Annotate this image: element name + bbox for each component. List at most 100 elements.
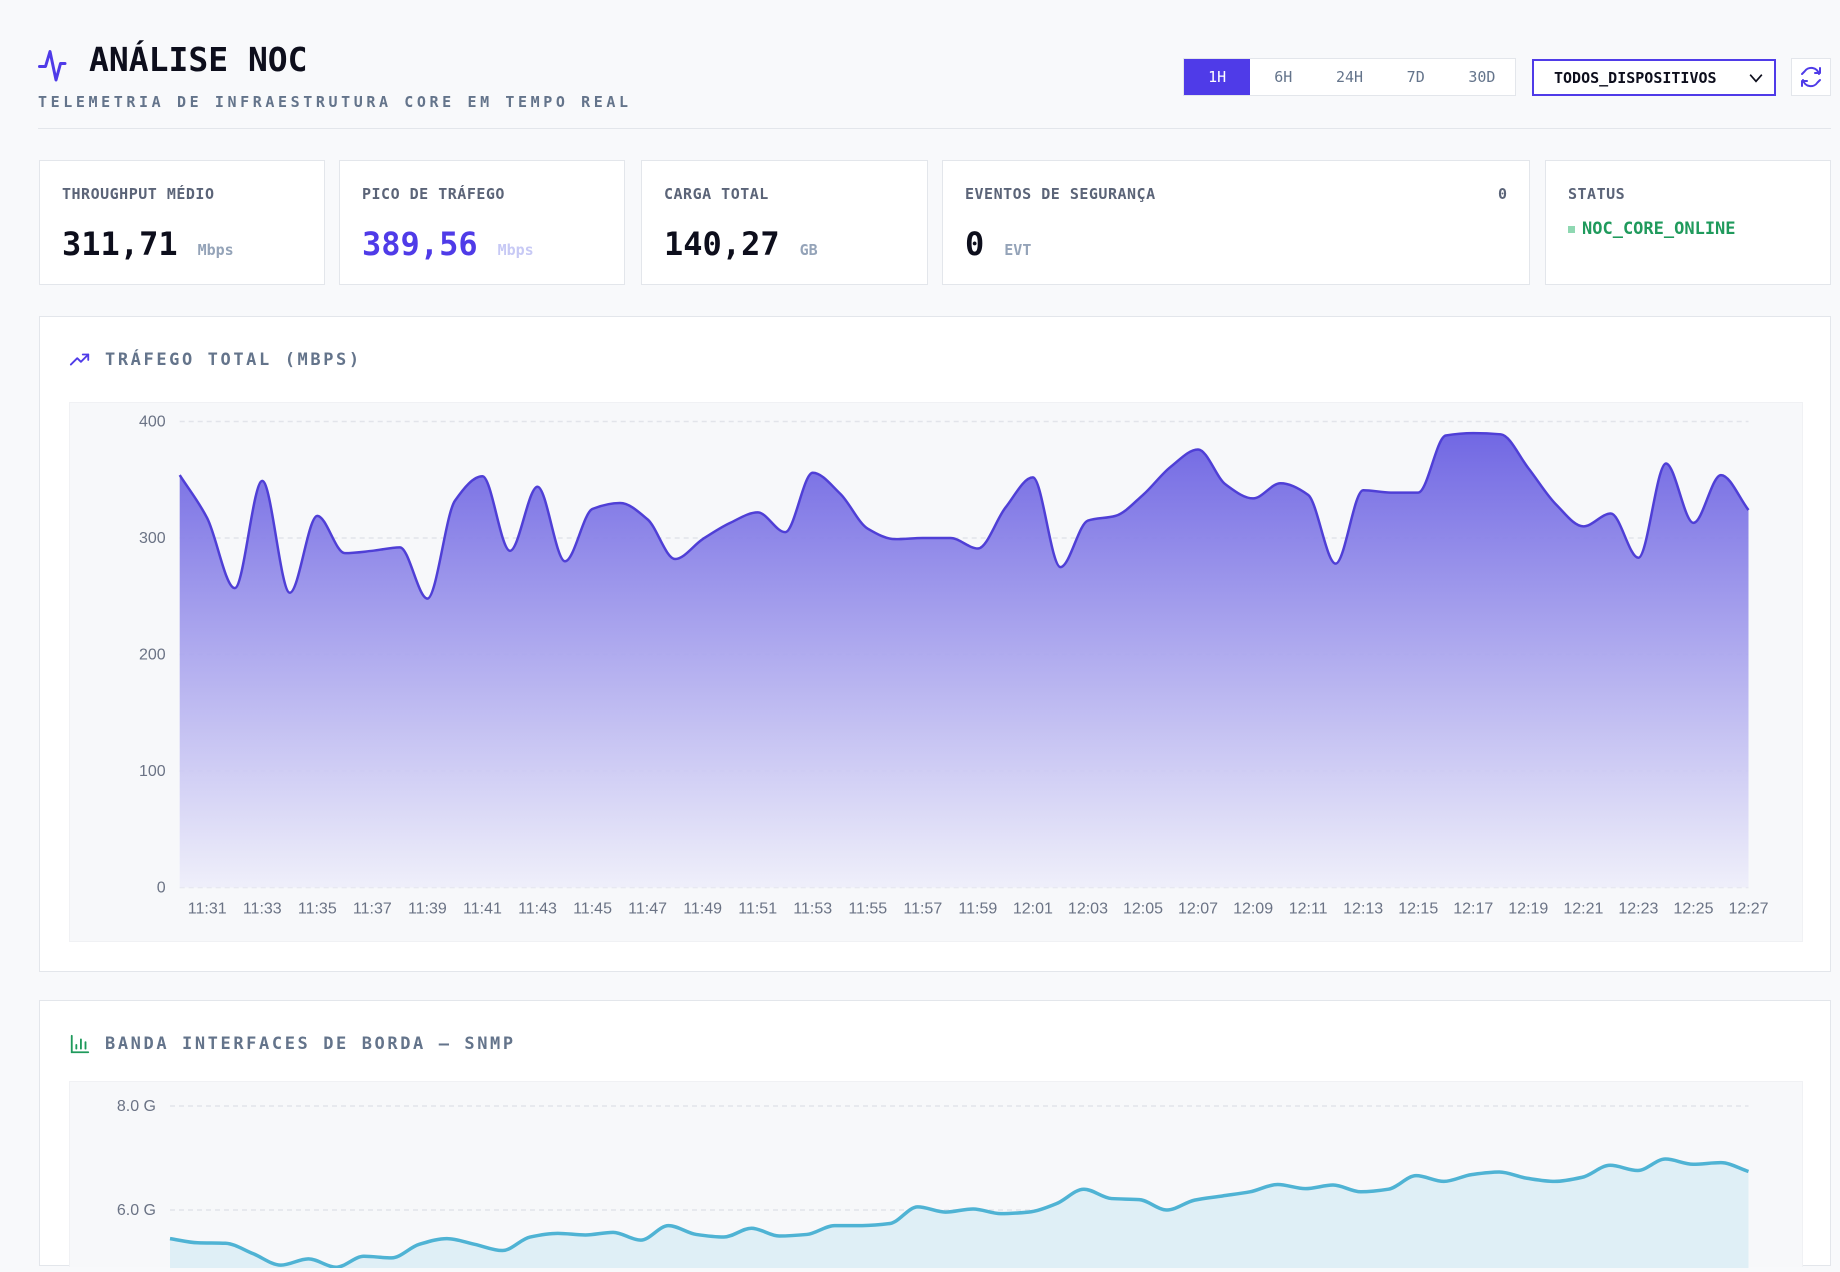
data-point[interactable]	[1524, 1175, 1530, 1181]
data-point[interactable]	[1470, 430, 1476, 436]
data-point[interactable]	[1223, 481, 1229, 487]
data-point[interactable]	[582, 1232, 588, 1238]
data-point[interactable]	[915, 1204, 921, 1210]
data-point[interactable]	[782, 529, 788, 535]
data-point[interactable]	[1164, 1207, 1170, 1213]
data-point[interactable]	[562, 558, 568, 564]
data-point[interactable]	[1579, 1174, 1585, 1180]
data-point[interactable]	[1081, 1186, 1087, 1192]
data-point[interactable]	[1608, 511, 1614, 517]
data-point[interactable]	[749, 1225, 755, 1231]
data-point[interactable]	[452, 498, 458, 504]
data-point[interactable]	[1525, 465, 1531, 471]
data-point[interactable]	[975, 545, 981, 551]
data-point[interactable]	[1192, 1197, 1198, 1203]
data-point[interactable]	[416, 1241, 422, 1247]
data-point[interactable]	[970, 1206, 976, 1212]
data-point[interactable]	[1553, 501, 1559, 507]
data-point[interactable]	[222, 1240, 228, 1246]
data-point[interactable]	[305, 1256, 311, 1262]
data-point[interactable]	[333, 1264, 339, 1268]
data-point[interactable]	[1333, 561, 1339, 567]
data-point[interactable]	[1413, 1173, 1419, 1179]
data-point[interactable]	[672, 556, 678, 562]
data-point[interactable]	[810, 470, 816, 476]
data-point[interactable]	[1690, 520, 1696, 526]
data-point[interactable]	[700, 536, 706, 542]
data-point[interactable]	[1360, 487, 1366, 493]
data-point[interactable]	[998, 1211, 1004, 1217]
data-point[interactable]	[479, 473, 485, 479]
data-point[interactable]	[1302, 1186, 1308, 1192]
data-point[interactable]	[361, 1253, 367, 1259]
data-point[interactable]	[920, 535, 926, 541]
data-point[interactable]	[1718, 1160, 1724, 1166]
data-point[interactable]	[947, 535, 953, 541]
data-point[interactable]	[369, 548, 375, 554]
data-point[interactable]	[314, 513, 320, 519]
data-point[interactable]	[1663, 460, 1669, 466]
data-point[interactable]	[617, 500, 623, 506]
data-point[interactable]	[250, 1251, 256, 1257]
data-point[interactable]	[1746, 507, 1752, 513]
data-point[interactable]	[259, 478, 265, 484]
data-point[interactable]	[204, 515, 210, 521]
data-point[interactable]	[472, 1241, 478, 1247]
data-point[interactable]	[424, 596, 430, 602]
data-point[interactable]	[527, 1234, 533, 1240]
time-range-24h[interactable]: 24H	[1316, 59, 1382, 95]
time-range-30d[interactable]: 30D	[1449, 59, 1515, 95]
data-point[interactable]	[1136, 1197, 1142, 1203]
time-range-7d[interactable]: 7D	[1383, 59, 1449, 95]
data-point[interactable]	[837, 491, 843, 497]
data-point[interactable]	[638, 1237, 644, 1243]
data-point[interactable]	[1690, 1161, 1696, 1167]
data-point[interactable]	[832, 1223, 838, 1229]
data-point[interactable]	[1469, 1172, 1475, 1178]
data-point[interactable]	[1168, 464, 1174, 470]
data-point[interactable]	[1441, 1178, 1447, 1184]
data-point[interactable]	[1635, 555, 1641, 561]
data-point[interactable]	[397, 544, 403, 550]
data-point[interactable]	[942, 1209, 948, 1215]
data-point[interactable]	[1498, 431, 1504, 437]
data-point[interactable]	[1025, 1209, 1031, 1215]
data-point[interactable]	[1305, 492, 1311, 498]
data-point[interactable]	[1415, 490, 1421, 496]
data-point[interactable]	[1552, 1178, 1558, 1184]
data-point[interactable]	[1085, 518, 1091, 524]
data-point[interactable]	[1385, 1186, 1391, 1192]
data-point[interactable]	[1140, 492, 1146, 498]
data-point[interactable]	[1718, 472, 1724, 478]
data-point[interactable]	[1358, 1189, 1364, 1195]
data-point[interactable]	[693, 1231, 699, 1237]
data-point[interactable]	[1635, 1167, 1641, 1173]
data-point[interactable]	[1247, 1189, 1253, 1195]
data-point[interactable]	[590, 506, 596, 512]
data-point[interactable]	[665, 1223, 671, 1229]
data-point[interactable]	[645, 516, 651, 522]
refresh-button[interactable]	[1791, 58, 1831, 96]
data-point[interactable]	[1109, 1196, 1115, 1202]
data-point[interactable]	[1388, 490, 1394, 496]
data-point[interactable]	[887, 1221, 893, 1227]
data-point[interactable]	[610, 1229, 616, 1235]
data-point[interactable]	[444, 1236, 450, 1242]
data-point[interactable]	[499, 1248, 505, 1254]
data-point[interactable]	[555, 1230, 561, 1236]
data-point[interactable]	[804, 1231, 810, 1237]
data-point[interactable]	[507, 548, 513, 554]
data-point[interactable]	[1219, 1193, 1225, 1199]
data-point[interactable]	[342, 550, 348, 556]
data-point[interactable]	[1607, 1162, 1613, 1168]
data-point[interactable]	[727, 520, 733, 526]
data-point[interactable]	[287, 590, 293, 596]
time-range-6h[interactable]: 6H	[1250, 59, 1316, 95]
data-point[interactable]	[1662, 1156, 1668, 1162]
data-point[interactable]	[865, 526, 871, 532]
data-point[interactable]	[1030, 474, 1036, 480]
data-point[interactable]	[1275, 1182, 1281, 1188]
data-point[interactable]	[1580, 523, 1586, 529]
data-point[interactable]	[278, 1262, 284, 1268]
data-point[interactable]	[755, 509, 761, 515]
